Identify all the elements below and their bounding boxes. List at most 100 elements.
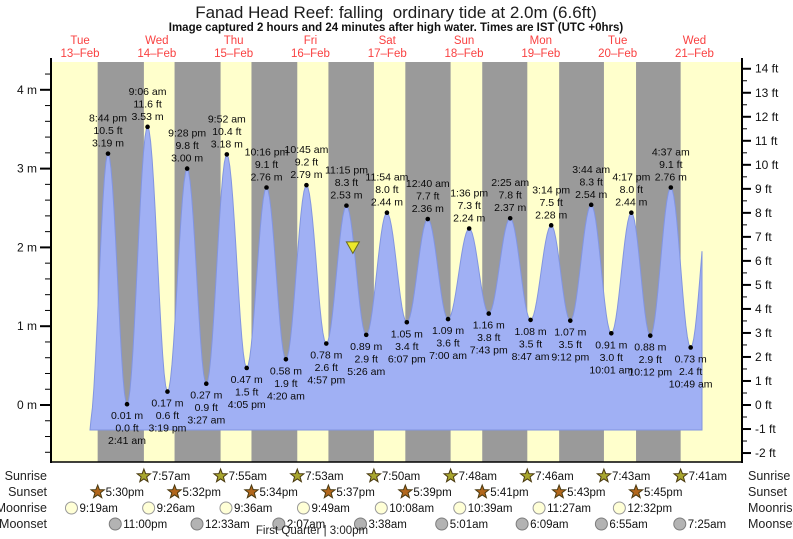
low-tide-label: 0.9 ft xyxy=(195,402,218,414)
day-name: Wed xyxy=(145,35,168,47)
sunrise-time: 7:55am xyxy=(229,471,267,483)
high-tide-label: 11.6 ft xyxy=(133,98,161,110)
moonrise-icon xyxy=(374,501,388,515)
sunset-time: 5:32pm xyxy=(183,487,221,499)
row-label-sunset-left: Sunset xyxy=(8,485,47,499)
high-tide-label: 4:37 am xyxy=(652,147,690,159)
low-tide-label: 0.0 ft xyxy=(115,423,138,435)
high-tide-label: 7.7 ft xyxy=(416,191,439,203)
moonset-icon xyxy=(108,517,122,531)
right-tick-label: -2 ft xyxy=(755,446,776,460)
moonset-icon xyxy=(515,517,529,531)
sunset-icon xyxy=(474,483,491,499)
low-tide-label: 1.08 m xyxy=(515,326,547,338)
right-tick-label: 2 ft xyxy=(755,350,772,364)
sunrise-icon xyxy=(212,467,229,483)
high-tide-label: 12:40 am xyxy=(406,178,450,190)
high-tide-label: 9:28 pm xyxy=(168,128,206,140)
page-subtitle: Image captured 2 hours and 24 minutes af… xyxy=(169,22,624,34)
low-tide-label: 3:19 pm xyxy=(148,423,186,435)
day-date: 16–Feb xyxy=(291,48,330,60)
row-label-moonrise-left: Moonrise xyxy=(0,501,47,515)
tide-area xyxy=(89,125,703,431)
tide-extreme-dot xyxy=(688,345,693,350)
high-tide-label: 8:44 pm xyxy=(89,113,127,125)
moonset-icon xyxy=(272,517,286,531)
high-tide-label: 2.28 m xyxy=(535,209,567,221)
tide-extreme-dot xyxy=(384,210,390,216)
sunrise-time: 7:41am xyxy=(689,471,727,483)
low-tide-label: 0.17 m xyxy=(151,398,183,410)
low-tide-label: 2.4 ft xyxy=(679,366,702,378)
tide-extreme-dot xyxy=(528,317,533,323)
day-date: 20–Feb xyxy=(598,48,637,60)
row-label-moonrise-right: Moonrise xyxy=(748,501,793,515)
moonset-icon xyxy=(594,517,608,531)
tide-extreme-dot xyxy=(145,124,150,130)
right-tick-label: 5 ft xyxy=(755,278,772,292)
tide-extreme-dot xyxy=(629,210,634,216)
moonrise-time: 9:19am xyxy=(79,503,117,515)
day-name: Fri xyxy=(304,35,317,47)
low-tide-label: 8:47 am xyxy=(512,351,550,363)
moonrise-icon xyxy=(219,501,233,515)
high-tide-label: 2.36 m xyxy=(412,203,444,215)
moon-phase-note: First Quarter | 3:00pm xyxy=(256,525,368,537)
right-tick-label: 11 ft xyxy=(755,134,778,148)
tide-extreme-dot xyxy=(124,401,130,407)
sunset-time: 5:43pm xyxy=(567,487,605,499)
low-tide-label: 1.16 m xyxy=(473,320,505,332)
day-name: Tue xyxy=(608,35,627,47)
tide-extreme-dot xyxy=(486,311,492,316)
tide-extreme-dot xyxy=(466,226,472,231)
sunset-time: 5:34pm xyxy=(259,487,297,499)
low-tide-label: 0.58 m xyxy=(270,365,302,377)
high-tide-label: 7.5 ft xyxy=(540,197,563,209)
moonset-time: 12:33am xyxy=(205,519,250,531)
sunrise-icon xyxy=(135,467,152,483)
row-label-sunrise-right: Sunrise xyxy=(748,469,790,483)
high-tide-label: 7.8 ft xyxy=(499,190,522,202)
low-tide-label: 3.8 ft xyxy=(477,332,500,344)
sunrise-time: 7:43am xyxy=(612,471,650,483)
high-tide-label: 9:06 am xyxy=(129,86,167,98)
low-tide-label: 1.5 ft xyxy=(235,386,258,398)
low-tide-label: 0.27 m xyxy=(190,390,222,402)
high-tide-label: 9.1 ft xyxy=(255,159,278,171)
right-tick-label: 7 ft xyxy=(755,230,772,244)
high-tide-label: 2.24 m xyxy=(453,212,485,224)
high-tide-label: 2.54 m xyxy=(575,189,607,201)
low-tide-label: 0.91 m xyxy=(595,339,627,351)
right-tick-label: 13 ft xyxy=(755,86,779,100)
low-tide-label: 9:12 pm xyxy=(551,352,589,364)
low-tide-label: 2.6 ft xyxy=(315,362,338,374)
day-name: Mon xyxy=(530,35,552,47)
right-tick-label: 1 ft xyxy=(755,374,772,388)
day-name: Wed xyxy=(683,35,706,47)
moonset-time: 5:01am xyxy=(450,519,488,531)
sunset-time: 5:39pm xyxy=(413,487,451,499)
right-tick-label: -1 ft xyxy=(755,422,776,436)
sunrise-icon xyxy=(595,467,612,483)
low-tide-label: 10:01 am xyxy=(589,364,633,376)
day-date: 17–Feb xyxy=(368,48,407,60)
moonrise-icon xyxy=(142,501,156,515)
high-tide-label: 3.18 m xyxy=(211,138,243,150)
low-tide-label: 3:27 am xyxy=(187,415,225,427)
low-tide-label: 4:57 pm xyxy=(307,375,345,387)
left-tick-label: 3 m xyxy=(17,162,37,176)
moonset-time: 6:55am xyxy=(609,519,647,531)
high-tide-label: 3:44 am xyxy=(572,164,610,176)
sunset-icon xyxy=(89,483,106,499)
low-tide-label: 5:26 am xyxy=(347,366,385,378)
tide-extreme-dot xyxy=(445,316,451,322)
sunrise-icon xyxy=(519,467,536,483)
high-tide-label: 3.19 m xyxy=(92,138,124,150)
right-tick-label: 4 ft xyxy=(755,302,772,316)
tide-extreme-dot xyxy=(668,185,674,190)
row-label-moonset-right: Moonset xyxy=(748,517,793,531)
row-label-moonset-left: Moonset xyxy=(0,517,48,531)
sunrise-icon xyxy=(365,467,382,483)
